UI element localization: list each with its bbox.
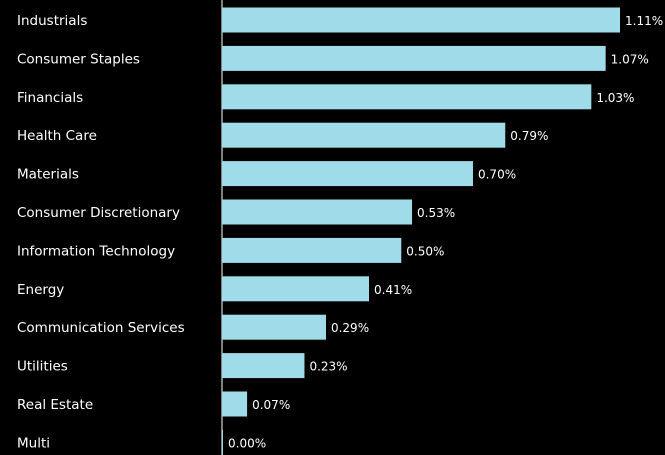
category-label: Multi [17,435,50,451]
bar [222,391,248,417]
value-label: 0.70% [478,168,516,182]
category-label: Consumer Discretionary [17,205,180,221]
bar [222,429,223,455]
value-label: 1.03% [596,91,634,105]
bar [222,161,473,187]
value-label: 0.50% [406,244,444,258]
bar [222,45,606,71]
value-label: 1.07% [611,52,649,66]
value-label: 0.00% [228,436,266,450]
bar [222,314,326,340]
category-label: Information Technology [17,243,175,259]
value-label: 1.11% [625,14,663,28]
category-labels: Industrials Consumer Staples Financials Hea… [17,13,185,451]
category-label: Industrials [17,13,87,29]
value-label: 0.79% [510,129,548,143]
value-label: 0.07% [252,398,290,412]
category-label: Financials [17,90,83,106]
bar [222,276,370,302]
bar [222,237,402,263]
category-label: Real Estate [17,397,93,413]
category-label: Energy [17,282,64,298]
bars [222,7,620,455]
value-label: 0.23% [309,360,347,374]
bar [222,199,413,225]
category-label: Materials [17,167,79,183]
bar [222,84,592,110]
bar [222,353,305,379]
bar [222,122,506,148]
bar [222,7,620,33]
category-label: Utilities [17,359,68,375]
category-label: Health Care [17,128,97,144]
category-label: Consumer Staples [17,51,140,67]
value-label: 0.41% [374,283,412,297]
category-label: Communication Services [17,320,185,336]
value-label: 0.29% [331,321,369,335]
value-labels: 1.11% 1.07% 1.03% 0.79% 0.70% 0.53% 0.50% 0.41%… [228,14,663,450]
value-label: 0.53% [417,206,455,220]
